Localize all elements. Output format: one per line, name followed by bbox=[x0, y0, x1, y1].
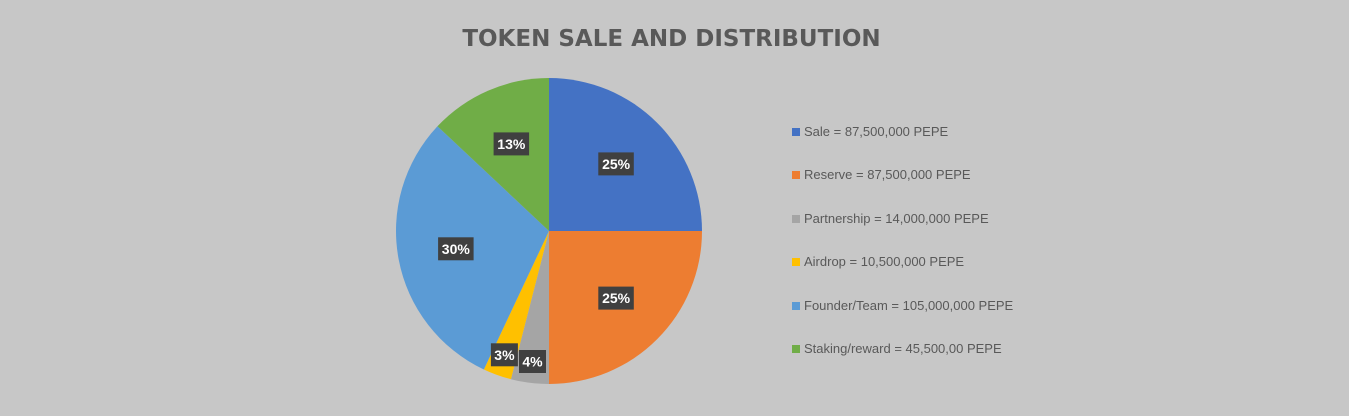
pie-slices bbox=[395, 78, 702, 384]
pie-data-label-1: 25% bbox=[598, 152, 634, 176]
legend-label: Airdrop = 10,500,000 PEPE bbox=[804, 254, 965, 270]
data-label-text: 3% bbox=[494, 347, 515, 363]
pie-data-label-5: 30% bbox=[438, 237, 474, 261]
legend-label: Partnership = 14,000,000 PEPE bbox=[804, 210, 989, 226]
chart-title: TOKEN SALE AND DISTRIBUTION bbox=[462, 26, 881, 52]
legend-item-4: Airdrop = 10,500,000 PEPE bbox=[792, 254, 1013, 297]
data-label-box bbox=[490, 343, 518, 367]
data-label-box bbox=[438, 237, 474, 261]
pie-slice-3 bbox=[510, 231, 549, 384]
legend-swatch bbox=[792, 301, 800, 310]
data-label-box bbox=[598, 152, 634, 176]
pie-data-labels: 25% 25% 4% 3% 30% 13% bbox=[438, 132, 634, 373]
legend-item-6: Staking/reward = 45,500,00 PEPE bbox=[792, 341, 1013, 384]
legend-swatch bbox=[792, 171, 800, 180]
data-label-box bbox=[519, 350, 546, 373]
data-label-text: 25% bbox=[602, 290, 631, 306]
legend-label: Founder/Team = 105,000,000 PEPE bbox=[804, 297, 1014, 313]
data-label-text: 13% bbox=[497, 136, 526, 152]
legend-label: Sale = 87,500,000 PEPE bbox=[804, 124, 949, 139]
data-label-box bbox=[598, 286, 634, 310]
pie-slice-6 bbox=[437, 78, 549, 231]
legend-swatch bbox=[792, 258, 800, 267]
data-label-text: 4% bbox=[522, 354, 543, 370]
pie-data-label-6: 13% bbox=[493, 132, 530, 156]
chart-legend: Sale = 87,500,000 PEPE Reserve = 87,500,0… bbox=[792, 124, 1013, 384]
pie-slice-4 bbox=[483, 231, 549, 380]
legend-item-5: Founder/Team = 105,000,000 PEPE bbox=[792, 298, 1013, 341]
pie-data-label-2: 25% bbox=[598, 286, 634, 310]
legend-item-3: Partnership = 14,000,000 PEPE bbox=[792, 211, 1013, 254]
legend-label: Reserve = 87,500,000 PEPE bbox=[804, 167, 971, 183]
legend-swatch bbox=[792, 344, 800, 353]
data-label-box bbox=[493, 132, 530, 156]
legend-swatch bbox=[792, 128, 800, 136]
pie-data-label-4: 3% bbox=[490, 343, 518, 367]
data-label-text: 30% bbox=[442, 241, 471, 257]
pie-data-label-3: 4% bbox=[519, 350, 546, 373]
data-label-text: 25% bbox=[602, 156, 631, 172]
legend-label: Staking/reward = 45,500,00 PEPE bbox=[804, 340, 1002, 356]
legend-item-2: Reserve = 87,500,000 PEPE bbox=[792, 167, 1013, 210]
legend-item-1: Sale = 87,500,000 PEPE bbox=[792, 124, 1013, 167]
legend-swatch bbox=[792, 214, 800, 223]
